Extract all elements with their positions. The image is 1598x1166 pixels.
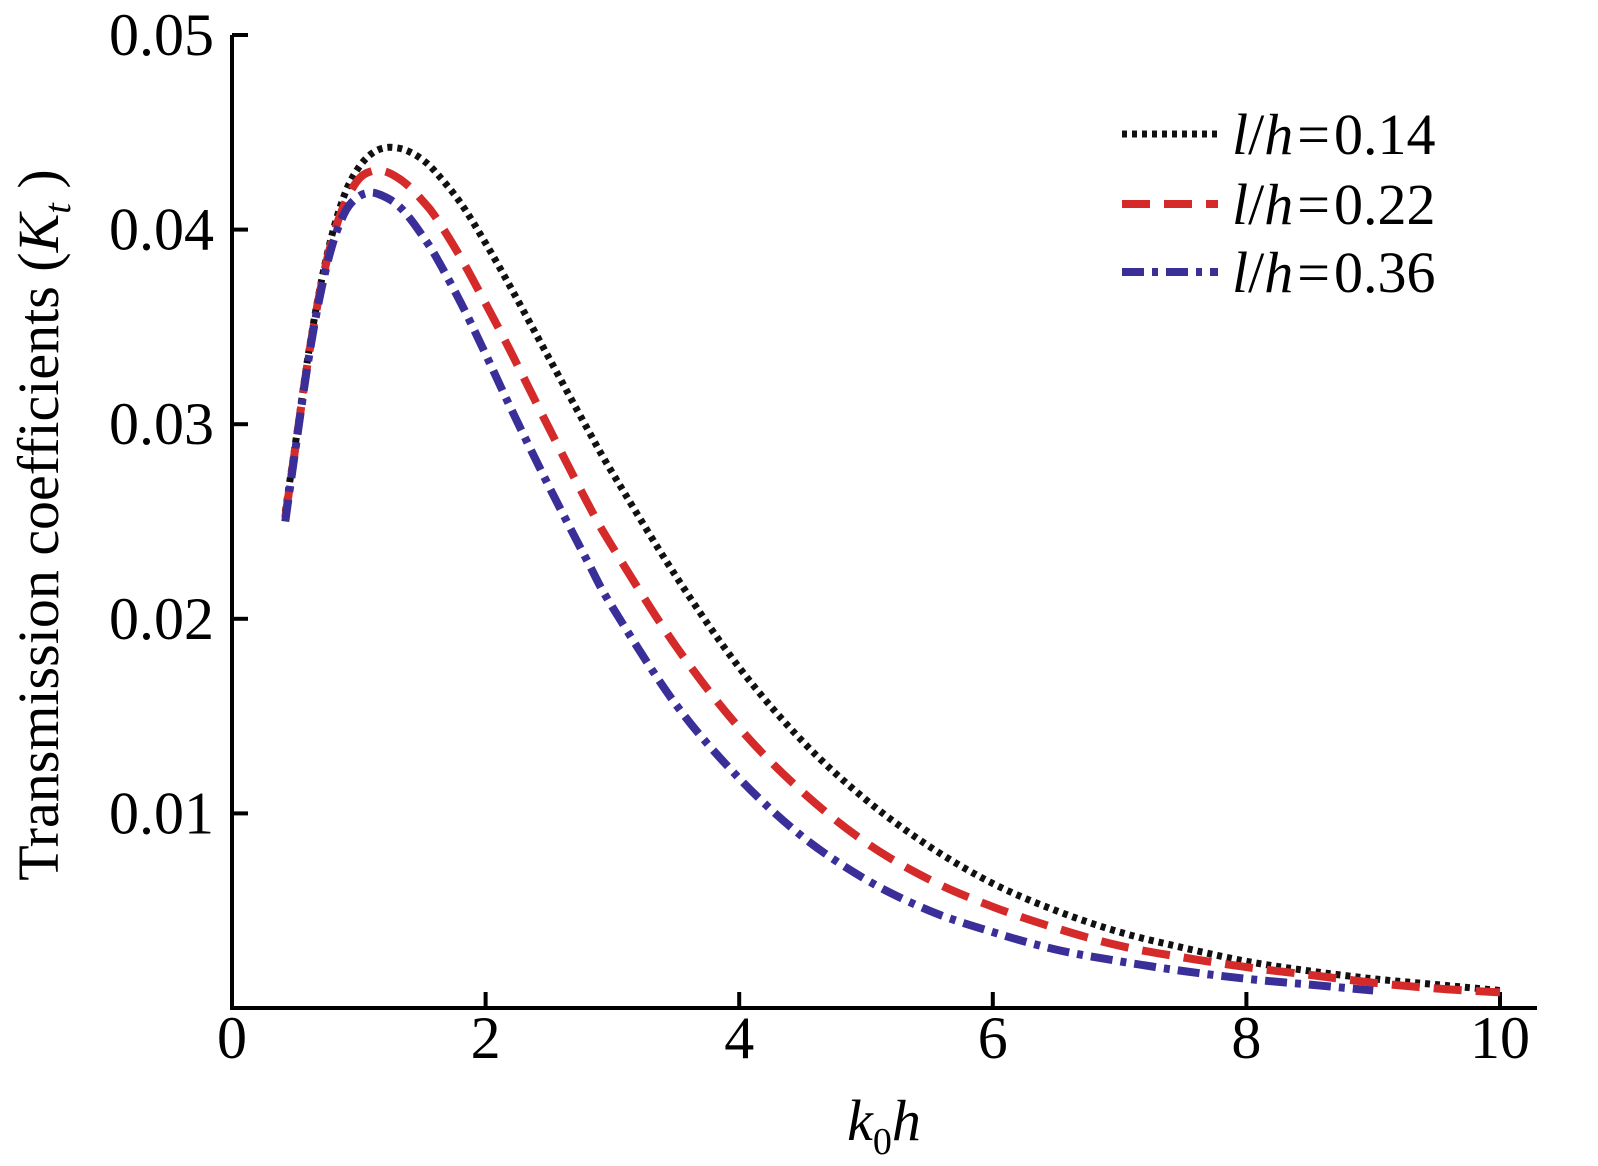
y-axis-title: Transmission coefficients (Kt ) bbox=[6, 169, 79, 880]
y-axis-title-k: K bbox=[6, 210, 71, 253]
y-tick-label-2: 0.03 bbox=[109, 391, 214, 457]
legend-item-2: l/h=0.22 bbox=[1122, 172, 1435, 237]
legend-label-2-l: l bbox=[1232, 172, 1248, 237]
legend-item-3: l/h=0.36 bbox=[1122, 240, 1435, 305]
legend-item-1: l/h=0.14 bbox=[1122, 102, 1435, 167]
legend-label-2: l/h=0.22 bbox=[1232, 172, 1435, 237]
x-tick-label-2: 4 bbox=[724, 1005, 754, 1071]
legend-label-2-h: h bbox=[1264, 172, 1293, 237]
y-axis-title-text: Transmission coefficients ( bbox=[6, 252, 71, 880]
x-tick-label-5: 10 bbox=[1470, 1005, 1530, 1071]
legend-label-3-eq: = bbox=[1297, 240, 1330, 305]
y-tick-label-1: 0.02 bbox=[109, 586, 214, 652]
legend-label-2-val: 0.22 bbox=[1334, 172, 1436, 237]
x-axis-title: k0h bbox=[847, 1088, 921, 1163]
legend-label-1-l: l bbox=[1232, 102, 1248, 167]
series-line-1 bbox=[281, 143, 1501, 994]
legend-label-3-h: h bbox=[1264, 240, 1293, 305]
legend-label-1-val: 0.14 bbox=[1334, 102, 1436, 167]
legend-label-3-l: l bbox=[1232, 240, 1248, 305]
x-axis-title-h: h bbox=[892, 1088, 921, 1153]
legend-label-1-slash: / bbox=[1248, 102, 1265, 167]
x-tick-label-3: 6 bbox=[978, 1005, 1008, 1071]
x-tick-label-0: 0 bbox=[217, 1005, 247, 1071]
x-ticks: 0 2 4 6 8 10 bbox=[217, 992, 1530, 1071]
series-line-3 bbox=[281, 188, 1374, 995]
legend-label-3-val: 0.36 bbox=[1334, 240, 1436, 305]
x-tick-label-4: 8 bbox=[1231, 1005, 1261, 1071]
axes bbox=[230, 35, 1537, 1010]
y-tick-label-4: 0.05 bbox=[109, 2, 214, 68]
legend-label-3: l/h=0.36 bbox=[1232, 240, 1435, 305]
legend-label-1-eq: = bbox=[1297, 102, 1330, 167]
legend-label-3-slash: / bbox=[1248, 240, 1265, 305]
x-tick-label-1: 2 bbox=[471, 1005, 501, 1071]
legend-label-2-eq: = bbox=[1297, 172, 1330, 237]
y-ticks: 0.01 0.02 0.03 0.04 0.05 bbox=[109, 2, 248, 846]
legend: l/h=0.14 l/h=0.22 l/h=0.36 bbox=[1122, 102, 1435, 305]
y-axis-title-close: ) bbox=[6, 169, 71, 203]
y-axis-title-sub: t bbox=[37, 202, 79, 214]
legend-label-1-h: h bbox=[1264, 102, 1293, 167]
x-axis-title-sub: 0 bbox=[873, 1121, 892, 1163]
y-tick-label-3: 0.04 bbox=[109, 197, 214, 263]
legend-label-2-slash: / bbox=[1248, 172, 1265, 237]
y-tick-label-0: 0.01 bbox=[109, 780, 214, 846]
legend-label-1: l/h=0.14 bbox=[1232, 102, 1435, 167]
x-axis-title-k: k bbox=[847, 1088, 874, 1153]
series-line-2 bbox=[281, 166, 1501, 997]
series-layer bbox=[281, 143, 1501, 997]
